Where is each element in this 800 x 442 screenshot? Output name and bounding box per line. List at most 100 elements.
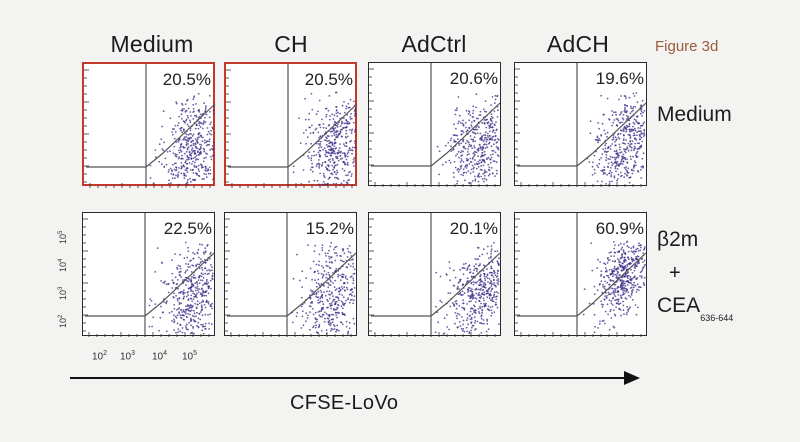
event-dot xyxy=(329,158,331,161)
event-dot xyxy=(331,113,334,116)
event-dot xyxy=(642,122,645,125)
event-dot xyxy=(176,176,179,178)
event-dot xyxy=(192,98,195,101)
event-dot xyxy=(322,306,325,309)
event-dot xyxy=(489,255,492,258)
event-dot xyxy=(622,156,625,158)
event-dot xyxy=(492,117,494,119)
event-dot xyxy=(309,168,312,171)
event-dot xyxy=(325,115,328,118)
event-dot xyxy=(454,300,457,303)
event-dot xyxy=(347,297,349,299)
event-dot xyxy=(171,287,174,289)
event-dot xyxy=(621,157,624,160)
event-dot xyxy=(171,279,174,282)
event-dot xyxy=(638,138,641,141)
event-dot xyxy=(630,247,633,250)
event-dot xyxy=(176,308,178,311)
event-dot xyxy=(187,266,189,268)
event-dot xyxy=(616,287,619,290)
event-dot xyxy=(486,252,489,255)
event-dot xyxy=(353,287,356,289)
event-dot xyxy=(471,313,474,315)
event-dot xyxy=(309,132,312,135)
event-dot xyxy=(476,258,478,261)
event-dot xyxy=(629,275,632,278)
event-dot xyxy=(209,123,211,126)
event-dot xyxy=(466,267,469,270)
event-dot xyxy=(325,151,328,153)
event-dot xyxy=(488,130,491,133)
event-dot xyxy=(197,151,199,154)
event-dot xyxy=(625,139,627,141)
event-dot xyxy=(462,328,465,330)
event-dot xyxy=(191,290,194,293)
event-dot xyxy=(471,180,474,182)
event-dot xyxy=(631,251,634,253)
event-dot xyxy=(640,246,642,249)
event-dot xyxy=(192,318,195,321)
event-dot xyxy=(464,122,467,124)
event-dot xyxy=(631,272,634,274)
event-dot xyxy=(175,294,177,297)
event-dot xyxy=(336,171,339,174)
event-dot xyxy=(474,163,476,166)
event-dot xyxy=(601,122,604,125)
event-dot xyxy=(192,276,195,279)
event-dot xyxy=(607,293,610,296)
event-dot xyxy=(480,302,482,305)
event-dot xyxy=(615,276,618,279)
event-dot xyxy=(473,316,476,319)
event-dot xyxy=(468,271,471,274)
event-dot xyxy=(619,151,621,154)
event-dot xyxy=(491,305,494,308)
event-dot xyxy=(608,180,611,183)
event-dot xyxy=(325,255,327,257)
event-dot xyxy=(448,261,451,263)
event-dot xyxy=(163,166,166,168)
event-dot xyxy=(194,178,197,181)
event-dot xyxy=(473,309,475,312)
event-dot xyxy=(197,325,199,328)
event-dot xyxy=(321,296,324,299)
event-dot xyxy=(209,169,212,171)
event-dot xyxy=(472,272,475,275)
event-dot xyxy=(317,299,320,301)
event-dot xyxy=(208,328,210,330)
event-dot xyxy=(332,147,335,150)
event-dot xyxy=(605,159,607,162)
event-dot xyxy=(454,322,456,325)
event-dot xyxy=(208,138,211,140)
event-dot xyxy=(192,172,195,174)
event-dot xyxy=(328,118,331,121)
event-dot xyxy=(311,278,313,281)
event-dot xyxy=(643,109,646,112)
event-dot xyxy=(479,146,482,149)
event-dot xyxy=(318,253,321,256)
event-dot xyxy=(485,126,487,129)
event-dot xyxy=(321,161,324,164)
event-dot xyxy=(497,278,500,280)
event-dot xyxy=(472,105,475,108)
event-dot xyxy=(353,114,356,117)
event-dot xyxy=(193,114,196,117)
event-dot xyxy=(177,264,180,267)
event-dot xyxy=(183,120,186,123)
event-dot xyxy=(193,293,196,296)
event-dot xyxy=(626,305,629,308)
event-dot xyxy=(488,297,491,300)
event-dot xyxy=(612,136,615,139)
event-dot xyxy=(189,129,192,132)
event-dot xyxy=(614,268,617,271)
event-dot xyxy=(480,280,482,282)
event-dot xyxy=(185,328,188,331)
event-dot xyxy=(610,317,613,319)
event-dot xyxy=(616,179,618,182)
event-dot xyxy=(482,172,485,175)
event-dot xyxy=(328,255,330,258)
event-dot xyxy=(481,286,484,288)
event-dot xyxy=(614,244,616,246)
event-dot xyxy=(185,305,187,308)
event-dot xyxy=(312,131,315,134)
event-dot xyxy=(492,153,494,156)
